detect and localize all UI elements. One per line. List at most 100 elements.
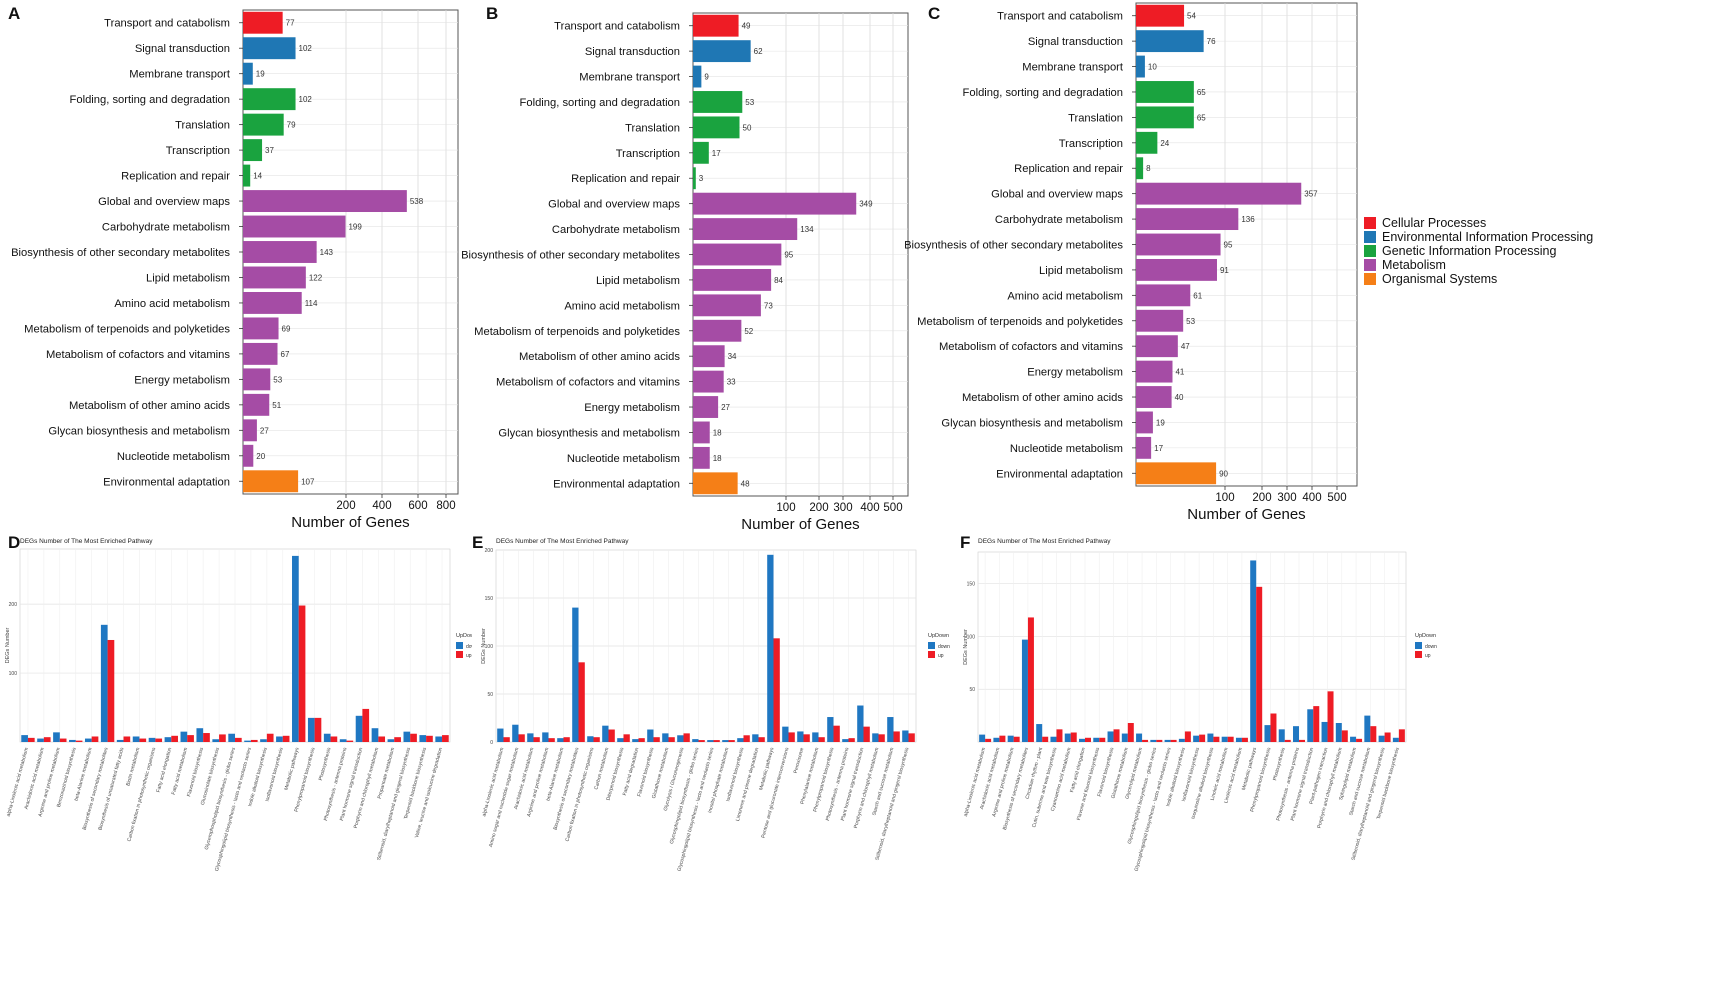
panel-b-value-label: 95 [784,251,793,260]
panel-c-category-label: Energy metabolism [1027,367,1123,379]
legend-swatch [1364,217,1376,229]
panel-c-value-label: 40 [1175,393,1184,402]
panel-f-bar-down [1350,736,1357,742]
panel-a-value-label: 53 [273,375,282,384]
panel-c-value-label: 24 [1160,139,1169,148]
panel-e-legend-label: up [938,653,944,659]
panel-f-ytick-label: 100 [967,634,976,640]
panel-b-xtick-label: 400 [860,502,879,514]
panel-f-bar-up [1327,691,1334,742]
panel-b-category-label: Global and overview maps [548,199,680,211]
panel-b-bar [693,14,739,37]
panel-a-category-label: Nucleotide metabolism [117,451,230,463]
legend-label: Cellular Processes [1382,216,1487,230]
panel-e-bar-down [512,724,519,742]
panel-b-value-label: 52 [744,327,753,336]
panel-e-ytick-label: 100 [485,644,494,650]
panel-a-bar [243,241,317,263]
panel-c-bar [1136,182,1302,205]
panel-c-value-label: 61 [1193,291,1202,300]
legend-swatch [1364,245,1376,257]
panel-e-bar-down [737,738,744,742]
panel-f-ytick-label: 50 [969,687,975,693]
panel-e-bar-up [728,740,735,742]
panel-label-f: F [960,533,971,552]
panel-f-bar-down [1235,737,1242,742]
panel-d-category-label: Fatty acid elongation [155,747,173,793]
panel-c-xtick-label: 200 [1252,492,1271,504]
panel-b-value-label: 17 [712,149,721,158]
panel-b-bar [693,65,702,88]
panel-b-value-label: 84 [774,276,783,285]
panel-d-bar-up [282,735,290,742]
panel-b-bar [693,141,709,164]
panel-e-ytick-label: 50 [487,692,493,698]
legend-label: Environmental Information Processing [1382,230,1594,244]
panel-b-value-label: 9 [704,73,709,82]
panel-c-category-label: Environmental adaptation [996,468,1123,480]
panel-c-xtick-label: 500 [1327,492,1346,504]
panel-f-bar-up [1027,617,1034,742]
panel-d-bar-down [100,624,108,742]
panel-f-bar-up [1199,734,1206,742]
panel-c-bar [1136,258,1217,281]
panel-e-legend-title: UpDown [928,633,949,639]
panel-a-category-label: Environmental adaptation [103,476,230,488]
panel-d-bar-down [212,739,220,742]
panel-e-bar-down [602,725,609,742]
panel-d-bar-up [235,737,242,742]
panel-f-bar-up [1099,737,1106,742]
panel-f-legend-swatch [1415,651,1422,658]
panel-c-category-label: Biosynthesis of other secondary metaboli… [905,240,1123,252]
panel-f-bar-down [1150,739,1157,742]
panel-e-bar-up [518,734,525,742]
panel-b-bar [693,218,798,241]
panel-a-value-label: 69 [282,324,291,333]
panel-f-bar-down [1307,709,1314,742]
panel-d-bar-down [371,728,379,742]
panel-d-bar-up [346,740,354,742]
panel-e-bar-up [773,638,780,742]
panel-b-category-label: Membrane transport [579,72,681,84]
panel-c-value-label: 10 [1148,63,1157,72]
panel-f-bar-up [1398,729,1405,742]
panel-b-value-label: 134 [800,225,814,234]
panel-a-value-label: 77 [286,19,295,28]
panel-c-bar [1136,436,1152,459]
panel-e-bar-down [887,717,894,742]
panel-d-category-label: Flavonoid biosynthesis [186,746,205,797]
panel-f-bar-down [1064,733,1071,742]
panel-e-category-label: Pentose and glucuronate interconversions [760,746,790,838]
legend-item-metabolism: Metabolism [1364,258,1593,272]
panel-b-category-label: Environmental adaptation [553,478,680,490]
panel-b-value-label: 34 [728,352,737,361]
panel-b-bar [693,116,740,139]
panel-e-bar-up [548,738,555,742]
panel-f-bar-down [1264,725,1271,742]
panel-d-bar-down [84,738,92,742]
panel-d-bar-up [250,739,258,742]
panel-f-ytick-label: 150 [967,582,976,588]
panel-f-legend-label: up [1425,653,1431,659]
panel-f-bar-up [1356,738,1363,742]
panel-e-bar-down [647,729,654,742]
panel-a-value-label: 51 [272,401,281,410]
panel-a-xaxis-title: Number of Genes [291,514,409,530]
panel-c-value-label: 90 [1219,469,1228,478]
panel-d-bar-down [307,717,315,742]
panel-b-value-label: 53 [745,98,754,107]
panel-d-bar-up [314,717,322,742]
panel-b-category-label: Metabolism of terpenoids and polyketides [474,326,680,338]
panel-d-bar-down [69,739,76,742]
panel-a-value-label: 27 [260,426,269,435]
panel-d-bar-down [180,731,188,742]
panel-label-d: D [8,533,21,552]
panel-d-bar-up [266,733,274,742]
panel-f-title: DEGs Number of The Most Enriched Pathway [978,538,1111,545]
panel-b-bar [693,167,696,190]
panel-e-bar-down [722,740,729,742]
panel-d-ytick-label: 200 [9,602,18,608]
panel-a-category-label: Lipid metabolism [146,272,230,284]
panel-f-bar-up [1284,739,1291,742]
panel-c-value-label: 357 [1304,190,1318,199]
